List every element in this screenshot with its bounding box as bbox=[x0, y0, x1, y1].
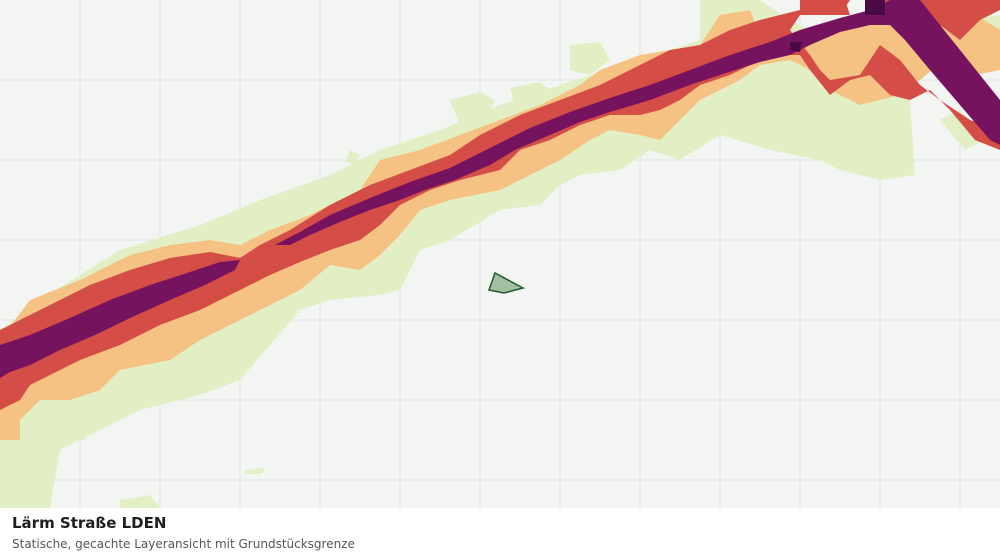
noise-band-3 bbox=[0, 0, 1000, 410]
parcel-boundary[interactable] bbox=[488, 271, 526, 294]
noise-map-layer bbox=[0, 0, 1000, 508]
noise-band-2 bbox=[0, 5, 1000, 440]
noise-band-5 bbox=[790, 0, 885, 52]
layer-subtitle: Statische, gecachte Layeransicht mit Gru… bbox=[12, 537, 355, 551]
layer-info-panel: Lärm Straße LDEN Statische, gecachte Lay… bbox=[0, 508, 1000, 560]
layer-title: Lärm Straße LDEN bbox=[12, 514, 167, 532]
noise-band-4 bbox=[0, 0, 1000, 378]
map-view[interactable] bbox=[0, 0, 1000, 508]
